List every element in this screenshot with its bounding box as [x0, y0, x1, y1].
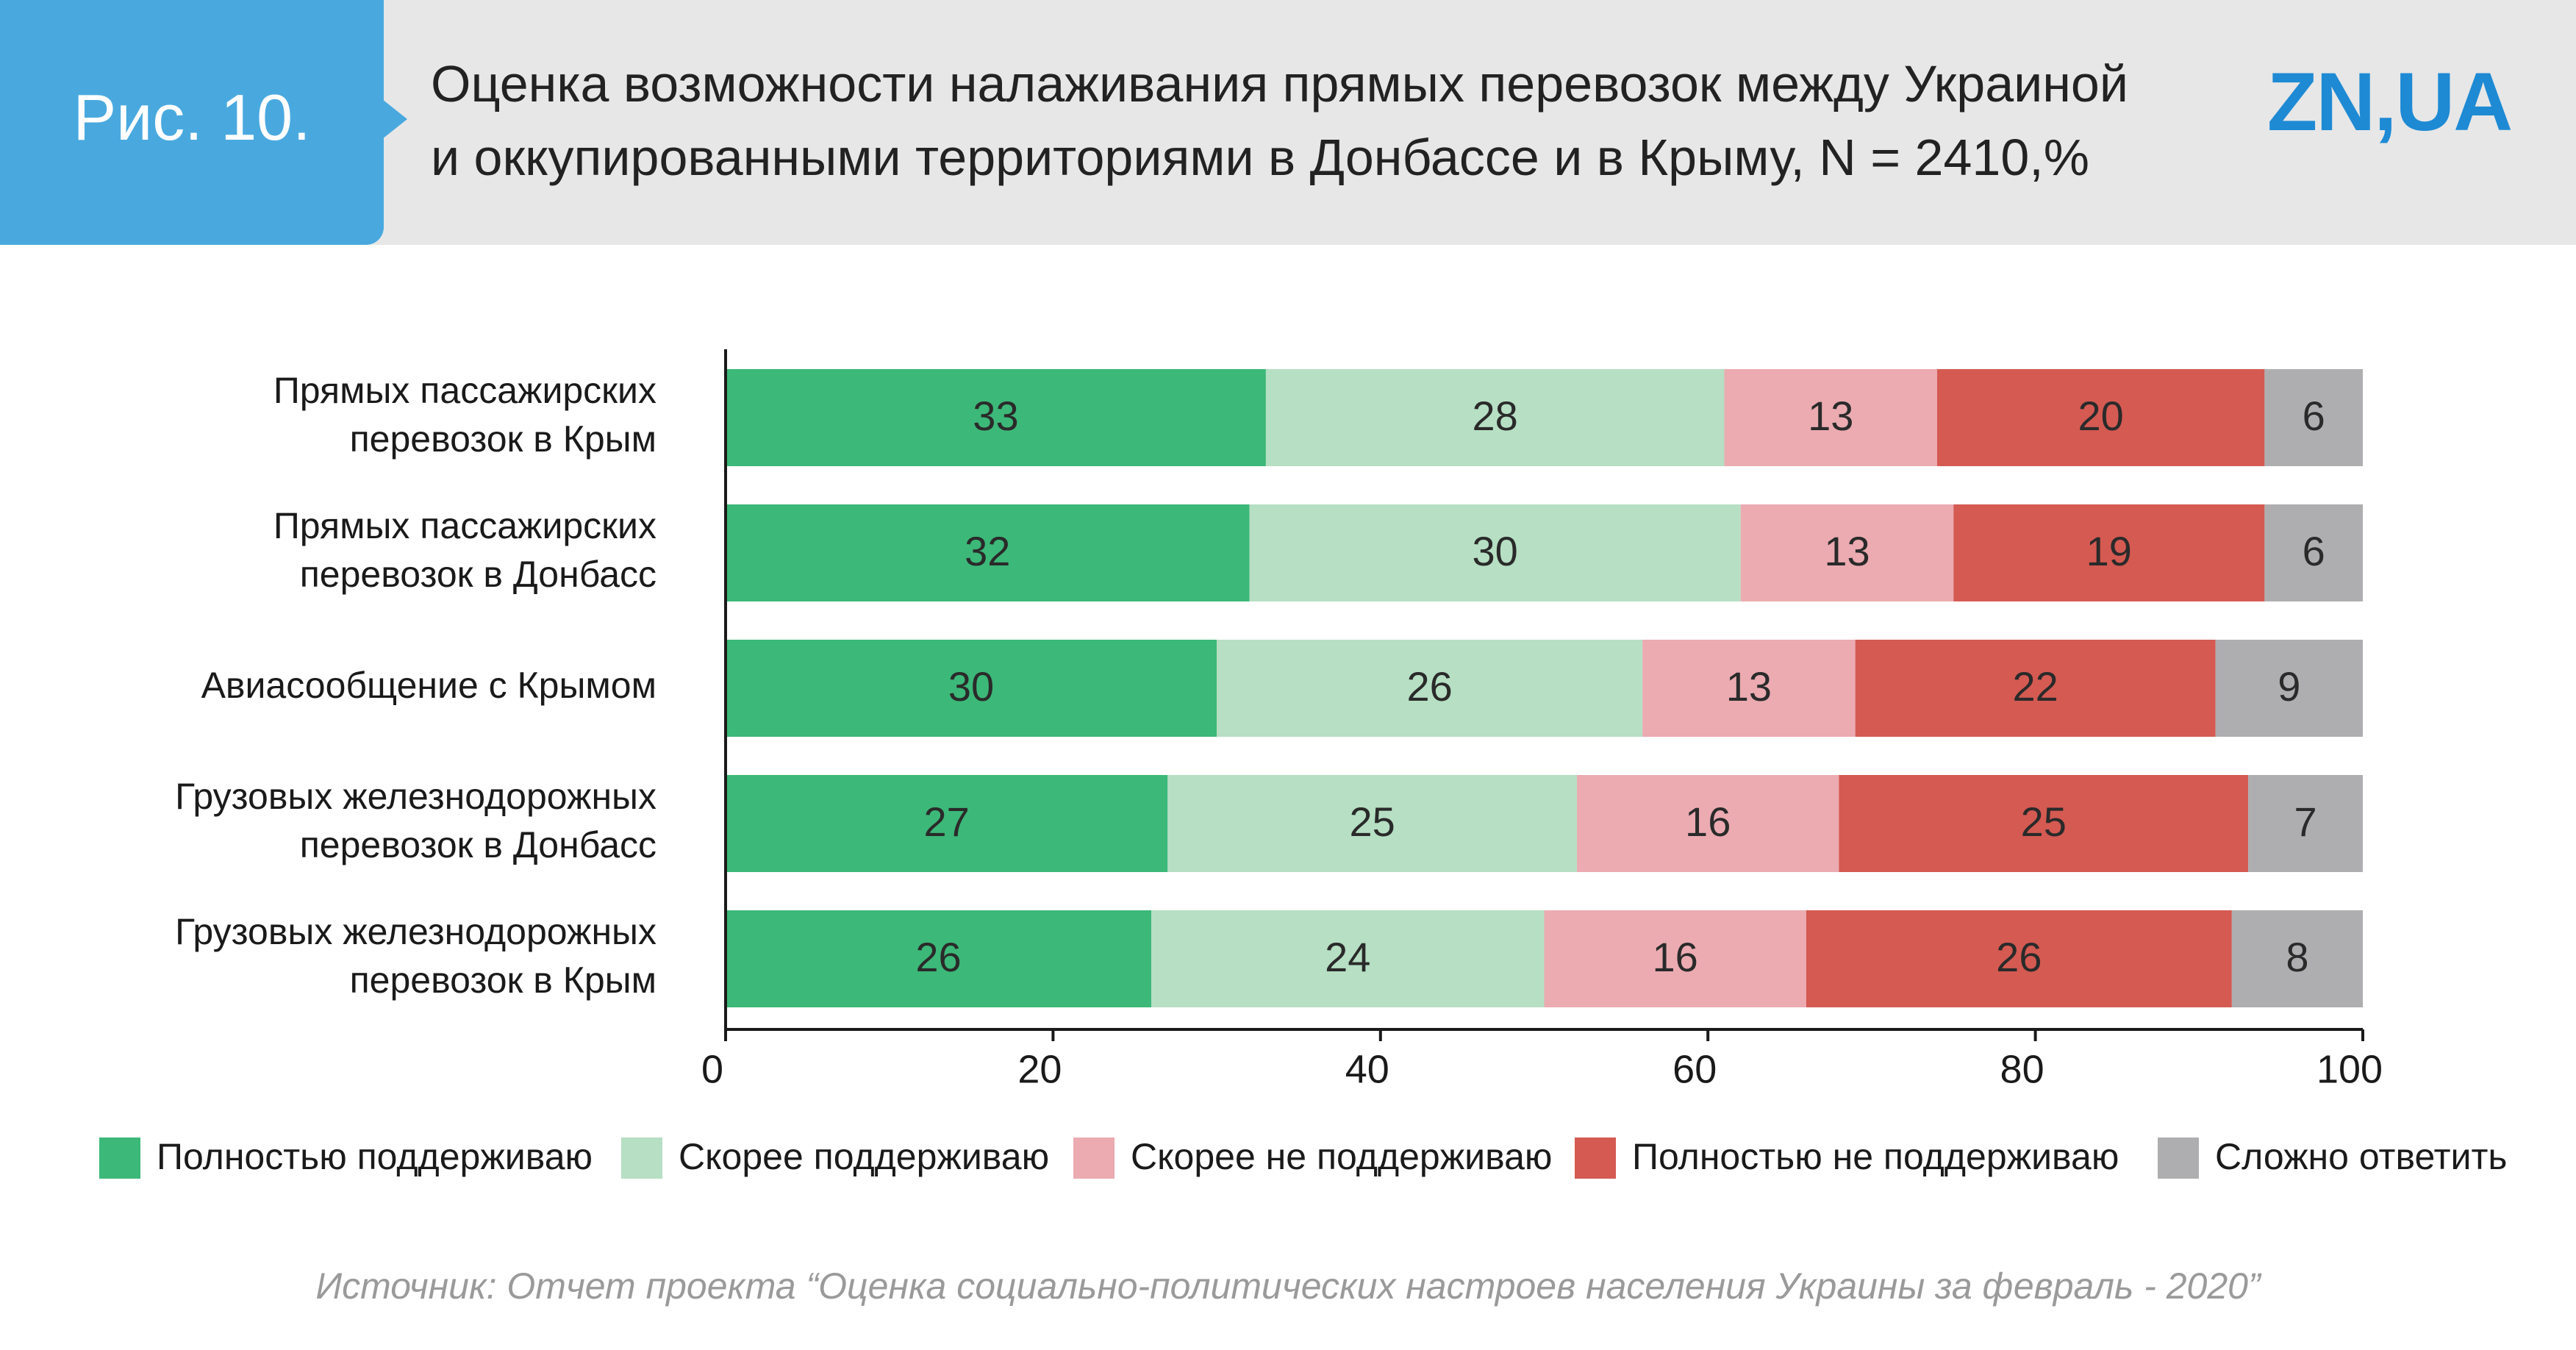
x-tick-label-1: 0 — [701, 1047, 723, 1091]
bar-segment-3-4 — [1855, 640, 2216, 737]
source-note: Источник: Отчет проекта “Оценка социальн… — [315, 1265, 2261, 1307]
bar-segment-1-3 — [1724, 369, 1937, 466]
bar-segment-2-5 — [2264, 504, 2363, 601]
data-label-4-5: 7 — [2294, 799, 2316, 845]
legend-swatch-1 — [99, 1138, 140, 1179]
data-label-5-1: 26 — [915, 934, 961, 980]
bar-segment-3-1 — [726, 640, 1217, 737]
bar-segment-1-1 — [726, 369, 1266, 466]
bar-segment-5-5 — [2231, 910, 2363, 1007]
data-label-1-4: 20 — [2078, 393, 2124, 439]
category-label-4-line-2: перевозок в Донбасс — [300, 824, 656, 865]
x-tick-label-3: 40 — [1345, 1047, 1389, 1091]
data-label-5-3: 16 — [1653, 934, 1698, 980]
bar-segment-4-2 — [1167, 775, 1578, 872]
figure-label: Рис. 10. — [73, 81, 311, 154]
legend-swatch-3 — [1073, 1138, 1115, 1179]
bar-segment-2-4 — [1953, 504, 2265, 601]
data-label-2-3: 13 — [1824, 528, 1870, 574]
data-label-3-3: 13 — [1726, 663, 1772, 710]
bar-segment-2-2 — [1249, 504, 1741, 601]
zn-ua-logo: ZN,UA — [2266, 55, 2513, 148]
data-label-3-5: 9 — [2278, 663, 2300, 710]
data-label-4-1: 27 — [923, 799, 969, 845]
data-label-3-1: 30 — [948, 663, 994, 710]
x-tick-label-4: 60 — [1672, 1047, 1717, 1091]
bar-segment-3-2 — [1217, 640, 1643, 737]
bar-segment-2-1 — [726, 504, 1250, 601]
bar-segment-4-4 — [1839, 775, 2249, 872]
legend-label-1: Полностью поддерживаю — [157, 1136, 593, 1177]
x-tick-label-5: 80 — [2000, 1047, 2044, 1091]
bar-segment-3-5 — [2215, 640, 2363, 737]
data-label-2-4: 19 — [2086, 528, 2132, 574]
bar-segment-5-1 — [726, 910, 1152, 1007]
category-label-3-line-1: Авиасообщение с Крымом — [201, 665, 656, 706]
chart-title-line-1: Оценка возможности налаживания прямых пе… — [431, 55, 2128, 113]
data-label-1-2: 28 — [1473, 393, 1518, 439]
category-label-2-line-1: Прямых пассажирских — [273, 505, 656, 546]
data-label-2-2: 30 — [1473, 528, 1518, 574]
bar-segment-4-1 — [726, 775, 1168, 872]
data-label-2-1: 32 — [965, 528, 1010, 574]
data-label-5-4: 26 — [1996, 934, 2042, 980]
legend-label-2: Скорее поддерживаю — [679, 1136, 1049, 1177]
data-label-3-4: 22 — [2012, 663, 2058, 710]
data-label-4-2: 25 — [1350, 799, 1395, 845]
data-label-5-2: 24 — [1325, 934, 1370, 980]
category-label-5-line-2: перевозок в Крым — [350, 960, 656, 1001]
bar-segment-1-2 — [1265, 369, 1725, 466]
bar-segment-2-3 — [1740, 504, 1954, 601]
category-label-5-line-1: Грузовых железнодорожных — [175, 911, 656, 952]
category-label-1-line-1: Прямых пассажирских — [273, 370, 656, 411]
category-label-1-line-2: перевозок в Крым — [350, 418, 656, 460]
legend-swatch-2 — [621, 1138, 662, 1179]
x-tick-label-6: 100 — [2316, 1047, 2383, 1091]
bar-segment-1-4 — [1936, 369, 2265, 466]
legend-label-4: Полностью не поддерживаю — [1632, 1136, 2119, 1177]
figure-tab-arrow — [382, 99, 407, 139]
legend-label-5: Сложно ответить — [2215, 1136, 2507, 1177]
chart-title-line-2: и оккупированными территориями в Донбасс… — [431, 129, 2089, 186]
legend-swatch-5 — [2158, 1138, 2199, 1179]
legend-label-3: Скорее не поддерживаю — [1131, 1136, 1552, 1177]
data-label-3-2: 26 — [1406, 663, 1452, 710]
x-tick-label-2: 20 — [1017, 1047, 1062, 1091]
header-band — [0, 0, 2576, 245]
legend-swatch-4 — [1575, 1138, 1616, 1179]
bar-segment-5-2 — [1151, 910, 1545, 1007]
bar-segment-1-5 — [2264, 369, 2363, 466]
data-label-1-5: 6 — [2303, 393, 2325, 439]
chart-title: Оценка возможности налаживания прямых пе… — [431, 47, 2180, 194]
data-label-4-3: 16 — [1685, 799, 1731, 845]
data-label-5-5: 8 — [2286, 934, 2308, 980]
bar-segment-4-5 — [2248, 775, 2363, 872]
bar-segment-5-3 — [1544, 910, 1806, 1007]
bar-segment-5-4 — [1806, 910, 2232, 1007]
bar-segment-3-3 — [1642, 640, 1856, 737]
data-label-4-4: 25 — [2021, 799, 2067, 845]
category-label-4-line-1: Грузовых железнодорожных — [175, 776, 656, 817]
category-label-2-line-2: перевозок в Донбасс — [300, 554, 656, 595]
data-label-1-1: 33 — [973, 393, 1018, 439]
data-label-2-5: 6 — [2303, 528, 2325, 574]
data-label-1-3: 13 — [1808, 393, 1853, 439]
bar-segment-4-3 — [1577, 775, 1839, 872]
figure-tab — [0, 0, 384, 245]
